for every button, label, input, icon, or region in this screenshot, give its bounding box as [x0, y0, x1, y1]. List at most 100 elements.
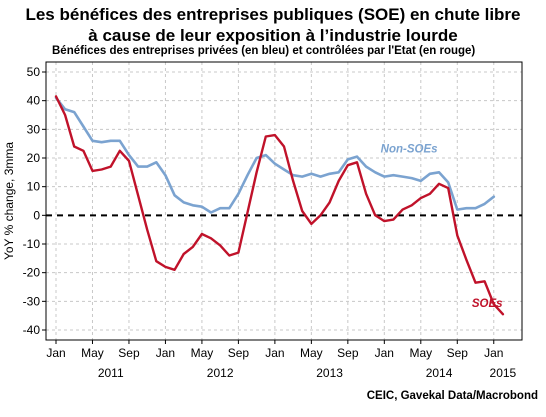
chart-series [54, 95, 505, 316]
x-tick-label: May [409, 346, 432, 360]
data-point-non-soes [237, 192, 240, 195]
data-point-soes [155, 260, 158, 263]
data-point-non-soes [146, 165, 149, 168]
data-point-non-soes [429, 172, 431, 175]
data-point-non-soes [283, 168, 285, 171]
x-tick-label: Jan [375, 346, 394, 360]
y-tick-label: 0 [33, 208, 40, 222]
data-point-soes [201, 233, 203, 235]
y-tick-label: -40 [23, 323, 41, 337]
data-point-non-soes [447, 181, 450, 184]
data-point-non-soes [210, 211, 212, 214]
data-point-soes [191, 245, 194, 248]
data-point-soes [182, 253, 185, 255]
chart-title-line-2: à cause de leur exposition à l’industrie… [88, 26, 458, 45]
data-point-non-soes [474, 207, 477, 210]
chart-labels: -40 -30 -20 -10 0 10 20 30 40 50 Jan May Sep Jan May Se… [2, 65, 517, 380]
data-point-soes [356, 161, 358, 164]
chart-title: Les bénéfices des entreprises publiques … [0, 4, 546, 46]
data-point-non-soes [465, 207, 468, 210]
data-point-soes [474, 281, 477, 284]
y-tick-label: 10 [27, 180, 41, 194]
year-label: 2014 [426, 366, 453, 380]
data-point-soes [438, 182, 440, 185]
data-point-non-soes [219, 207, 222, 210]
y-tick-label: 20 [27, 151, 41, 165]
chart-axes [42, 61, 523, 344]
data-point-non-soes [419, 180, 422, 182]
y-tick-label: 40 [27, 94, 41, 108]
data-point-soes [146, 228, 149, 231]
chart-title-line-1: Les bénéfices des entreprises publiques … [25, 5, 521, 24]
x-tick-label: May [191, 346, 214, 360]
data-point-soes [310, 223, 313, 225]
annotation-soes: SOEs [472, 298, 503, 310]
data-point-soes [328, 201, 331, 204]
data-point-soes [365, 192, 367, 195]
data-point-soes [456, 234, 459, 237]
y-tick-label: 30 [27, 122, 41, 136]
data-point-non-soes [365, 165, 367, 168]
x-tick-label: Sep [228, 346, 250, 360]
data-point-soes [492, 303, 495, 306]
data-point-soes [73, 145, 76, 148]
data-point-non-soes [164, 174, 167, 177]
data-point-non-soes [492, 195, 495, 198]
data-point-non-soes [228, 207, 231, 210]
data-point-soes [118, 149, 121, 152]
data-point-soes [264, 135, 267, 138]
data-point-soes [392, 218, 395, 221]
y-tick-label: -20 [23, 266, 41, 280]
data-point-non-soes [109, 139, 112, 142]
data-point-non-soes [346, 158, 349, 161]
data-point-non-soes [456, 208, 459, 211]
data-point-soes [383, 220, 386, 222]
data-point-soes [255, 171, 258, 174]
data-point-non-soes [82, 125, 85, 128]
data-point-non-soes [483, 202, 486, 205]
y-tick-label: -10 [23, 237, 41, 251]
year-label: 2015 [490, 366, 517, 380]
data-point-soes [128, 159, 130, 162]
data-point-soes [273, 134, 276, 136]
data-point-non-soes [255, 157, 258, 159]
data-point-non-soes [438, 171, 440, 174]
data-point-non-soes [137, 165, 139, 168]
data-point-non-soes [374, 171, 377, 174]
data-point-soes [55, 95, 57, 98]
x-tick-label: Jan [484, 346, 503, 360]
y-tick-label: 50 [27, 65, 41, 79]
data-point-non-soes [128, 154, 130, 157]
year-label: 2013 [316, 366, 343, 380]
x-tick-label: Jan [156, 346, 175, 360]
year-label: 2011 [98, 366, 124, 380]
data-point-non-soes [182, 201, 185, 204]
data-point-non-soes [201, 205, 203, 208]
series-line-soes [54, 95, 505, 316]
data-point-soes [346, 164, 349, 167]
data-point-non-soes [118, 139, 121, 142]
x-tick-label: May [300, 346, 323, 360]
data-point-non-soes [100, 141, 103, 144]
data-point-soes [401, 208, 404, 211]
x-tick-label: Sep [118, 346, 140, 360]
data-point-soes [219, 244, 222, 247]
chart-subtitle: Bénéfices des entreprises privées (en bl… [52, 45, 476, 57]
data-point-soes [109, 165, 112, 168]
data-point-soes [419, 197, 422, 200]
data-point-non-soes [328, 172, 331, 175]
x-tick-label: Sep [447, 346, 469, 360]
plot-frame [45, 61, 523, 341]
y-axis-title: YoY % change, 3mma [2, 142, 16, 260]
data-point-non-soes [173, 194, 176, 197]
chart-grid [46, 62, 522, 340]
x-tick-label: May [81, 346, 104, 360]
data-point-soes [82, 149, 85, 152]
data-point-soes [228, 254, 231, 257]
data-point-soes [164, 266, 167, 268]
x-tick-label: Sep [337, 346, 359, 360]
data-point-non-soes [73, 111, 76, 114]
data-point-soes [91, 170, 94, 172]
x-tick-label: Jan [46, 346, 65, 360]
